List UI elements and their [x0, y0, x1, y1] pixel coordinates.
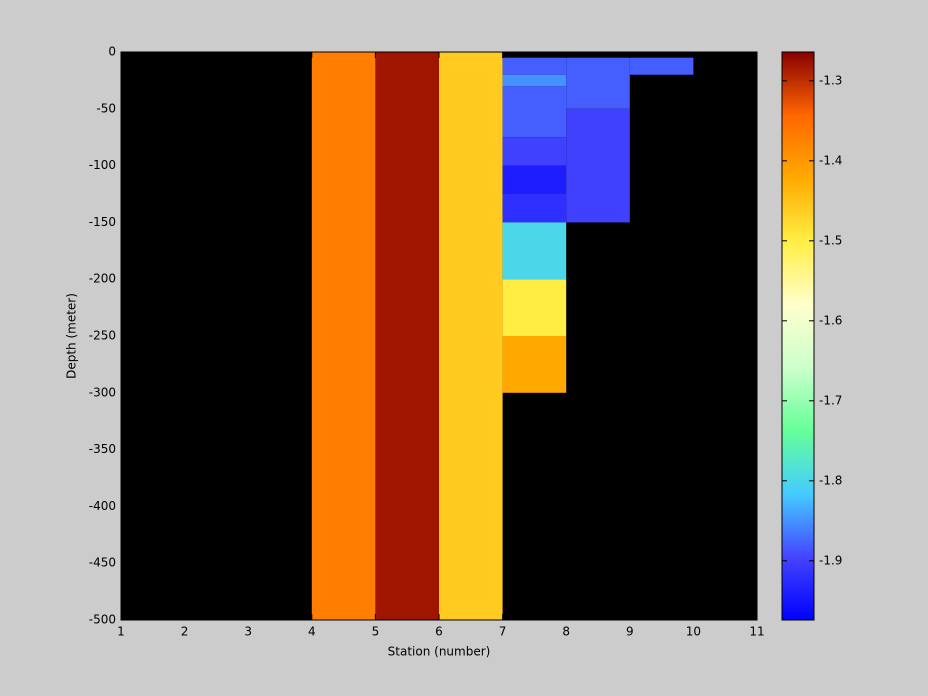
x-tick-label: 4	[308, 625, 316, 639]
heatmap-cell	[502, 222, 567, 280]
x-tick-label: 1	[117, 625, 125, 639]
x-tick-label: 5	[372, 625, 380, 639]
heatmap-cell	[566, 57, 630, 109]
heatmap-cell	[502, 336, 567, 393]
colorbar	[781, 51, 815, 621]
y-tick-label: -150	[89, 215, 116, 229]
y-tick-label: -350	[89, 442, 116, 456]
y-tick-label: -450	[89, 556, 116, 570]
colorbar-tick-label: -1.9	[819, 553, 842, 567]
y-axis-label: Depth (meter)	[65, 293, 79, 379]
x-tick-label: 11	[749, 625, 764, 639]
heatmap-cell	[629, 57, 694, 75]
y-tick-label: 0	[108, 45, 116, 59]
heatmap-cell	[502, 165, 567, 194]
y-tick-label: -500	[89, 613, 116, 627]
x-tick-label: 3	[244, 625, 252, 639]
heatmap-cell	[566, 108, 630, 223]
heatmap-cell	[502, 137, 567, 166]
x-tick-label: 2	[181, 625, 189, 639]
heatmap-cell	[375, 52, 439, 620]
heatmap-cell	[502, 86, 567, 138]
y-tick-label: -250	[89, 329, 116, 343]
heatmap-cell	[502, 279, 567, 336]
x-tick-label: 8	[562, 625, 570, 639]
y-tick-label: -50	[96, 101, 116, 115]
colorbar-tick-label: -1.6	[819, 313, 842, 327]
y-tick-label: -200	[89, 272, 116, 286]
x-axis-label: Station (number)	[388, 645, 491, 659]
heatmap-cell	[439, 52, 503, 620]
y-tick-label: -400	[89, 499, 116, 513]
y-tick-label: -100	[89, 158, 116, 172]
x-tick-label: 9	[626, 625, 634, 639]
y-tick-label: -300	[89, 385, 116, 399]
colorbar-tick-label: -1.8	[819, 473, 842, 487]
heatmap-cell	[502, 194, 567, 223]
heatmap-cell	[311, 52, 376, 620]
x-tick-label: 6	[435, 625, 443, 639]
colorbar-tick-label: -1.7	[819, 393, 842, 407]
colorbar-tick-label: -1.3	[819, 73, 842, 87]
colorbar-tick-label: -1.5	[819, 233, 842, 247]
heatmap-cell	[502, 74, 567, 87]
x-tick-label: 10	[686, 625, 701, 639]
x-tick-label: 7	[499, 625, 507, 639]
heatmap-cell	[502, 57, 567, 75]
colorbar-tick-label: -1.4	[819, 153, 842, 167]
